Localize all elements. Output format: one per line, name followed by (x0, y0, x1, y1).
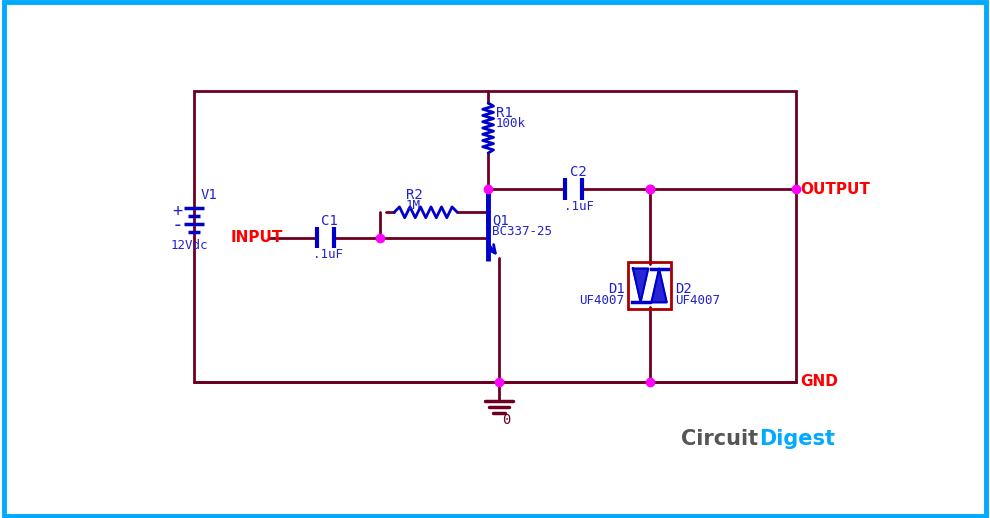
Text: V1: V1 (200, 188, 217, 202)
Polygon shape (633, 268, 648, 303)
Bar (194, 91, 796, 382)
Text: GND: GND (800, 374, 838, 389)
Text: C2: C2 (569, 165, 586, 179)
Text: R1: R1 (496, 106, 513, 120)
Text: UF4007: UF4007 (579, 294, 625, 307)
Text: BC337-25: BC337-25 (492, 225, 552, 238)
Text: UF4007: UF4007 (675, 294, 721, 307)
Text: 1M: 1M (406, 199, 421, 212)
Text: OUTPUT: OUTPUT (800, 182, 870, 197)
Text: Q1: Q1 (492, 214, 509, 228)
Text: Circuit: Circuit (680, 429, 757, 450)
Text: D2: D2 (675, 282, 692, 296)
Text: D1: D1 (608, 282, 625, 296)
Polygon shape (651, 268, 667, 303)
Text: .1uF: .1uF (564, 199, 594, 213)
Text: R2: R2 (406, 189, 423, 203)
Bar (629, 262, 671, 309)
Text: +: + (172, 202, 182, 220)
Text: INPUT: INPUT (230, 230, 282, 245)
Text: 12Vdc: 12Vdc (171, 239, 208, 252)
Text: .1uF: .1uF (313, 248, 344, 261)
Text: C1: C1 (321, 214, 338, 228)
Text: 0: 0 (502, 413, 511, 427)
Text: -: - (171, 216, 183, 235)
Text: Digest: Digest (759, 429, 836, 450)
Text: 100k: 100k (496, 117, 526, 130)
